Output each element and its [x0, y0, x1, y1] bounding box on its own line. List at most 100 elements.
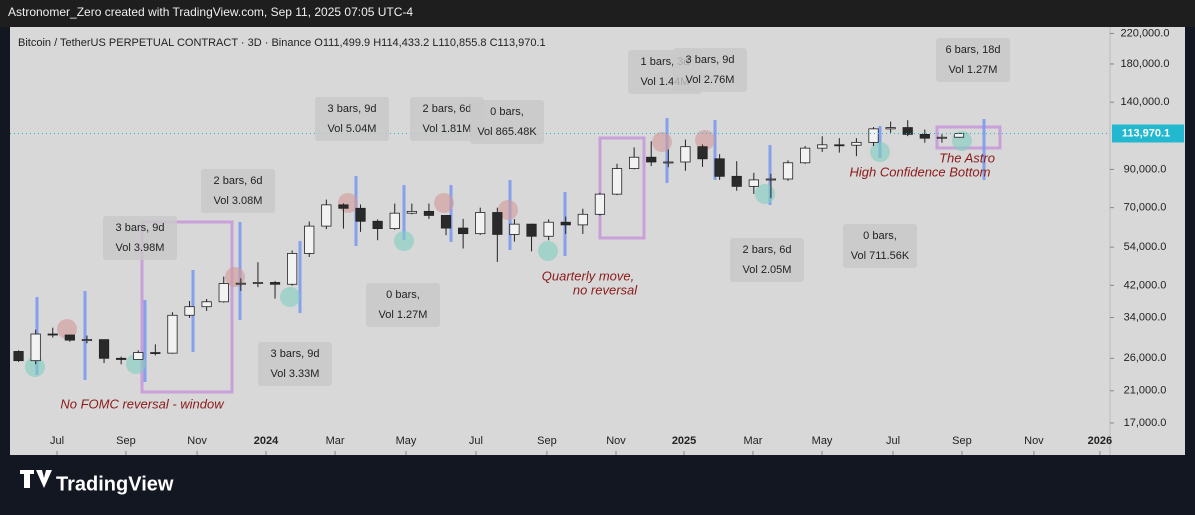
candle-body: [919, 133, 930, 139]
candle-body: [218, 283, 229, 303]
volume-label: Vol 1.27M: [379, 309, 428, 321]
candle-body: [440, 215, 452, 229]
candle-body: [423, 210, 435, 216]
candle-body: [492, 212, 503, 235]
x-tick-label: Sep: [537, 435, 557, 447]
annotation: no reversal: [573, 282, 638, 297]
bar-count-label: 3 bars, 9d: [271, 348, 320, 360]
bar-count-label: 2 bars, 6d: [214, 175, 263, 187]
x-tick-label: 2026: [1088, 435, 1112, 447]
bar-count-label: 2 bars, 6d: [743, 244, 792, 256]
symbol-info: Bitcoin / TetherUS PERPETUAL CONTRACT · …: [18, 37, 546, 49]
annotation: No FOMC reversal - window: [60, 396, 225, 411]
candle-body: [782, 162, 794, 180]
last-price-label: 113,970.1: [1122, 127, 1170, 139]
candle-body: [731, 175, 742, 187]
y-tick-label: 54,000.0: [1124, 241, 1167, 253]
candle-body: [98, 339, 110, 359]
annotation: High Confidence Bottom: [850, 164, 991, 179]
volume-label: Vol 3.08M: [214, 195, 263, 207]
x-tick-label: Nov: [1024, 435, 1044, 447]
candle-body: [389, 212, 400, 229]
candle-body: [509, 223, 520, 235]
volume-label: Vol 1.81M: [423, 123, 472, 135]
x-tick-label: Sep: [116, 435, 136, 447]
x-tick-label: May: [812, 435, 833, 447]
candle-body: [372, 220, 383, 229]
candle-body: [748, 179, 759, 187]
candle-body: [184, 306, 195, 316]
chart-area: [10, 27, 1185, 455]
candle-body: [629, 156, 640, 169]
highlight-box: [140, 220, 234, 394]
signal-dot: [870, 142, 890, 162]
y-tick-label: 17,000.0: [1124, 417, 1167, 429]
highlight-box: [598, 136, 646, 240]
candle-body: [594, 193, 606, 215]
candle-body: [458, 227, 469, 235]
annotation: The Astro: [939, 150, 995, 165]
candle-body: [304, 225, 315, 254]
signal-dot: [498, 200, 518, 220]
signal-dot: [25, 357, 45, 377]
candle-body: [47, 333, 58, 336]
x-tick-label: Jul: [50, 435, 64, 447]
x-tick-label: Jul: [469, 435, 483, 447]
signal-dot: [394, 231, 414, 251]
candle-body: [611, 168, 623, 195]
candle-body: [834, 144, 845, 147]
candle-body: [150, 352, 161, 354]
bar-count-label: 0 bars,: [490, 106, 524, 118]
candle-body: [406, 210, 417, 214]
candle-body: [64, 334, 75, 341]
candle-body: [868, 128, 879, 143]
bar-count-label: 3 bars, 9d: [116, 222, 165, 234]
bar-count-label: 3 bars, 9d: [328, 103, 377, 115]
y-tick-label: 220,000.0: [1121, 27, 1170, 39]
candle-body: [355, 207, 366, 222]
signal-dot: [225, 267, 245, 287]
candle-body: [953, 133, 965, 138]
label-box: [201, 169, 275, 213]
label-box: [936, 38, 1010, 82]
candle-body: [81, 339, 93, 342]
bar-count-label: 6 bars, 18d: [945, 44, 1000, 56]
y-tick-label: 70,000.0: [1124, 202, 1167, 214]
volume-label: Vol 865.48K: [477, 126, 537, 138]
signal-dot: [280, 287, 300, 307]
volume-label: Vol 2.05M: [743, 264, 792, 276]
volume-label: Vol 5.04M: [328, 123, 377, 135]
candle-body: [680, 146, 691, 163]
candle-body: [885, 127, 896, 130]
label-box: [470, 100, 544, 144]
candle-body: [560, 221, 571, 226]
last-price-box: [1112, 124, 1184, 143]
signal-dot: [434, 193, 454, 213]
volume-label: Vol 3.98M: [116, 242, 165, 254]
signal-dot: [652, 132, 672, 152]
candle-body: [817, 144, 828, 149]
candle-body: [235, 282, 246, 285]
volume-label: Vol 3.33M: [271, 368, 320, 380]
bar-count-label: 0 bars,: [386, 289, 420, 301]
candle-body: [30, 333, 41, 362]
candle-body: [116, 357, 127, 360]
label-box: [315, 97, 389, 141]
candle-body: [800, 147, 811, 164]
y-tick-label: 21,000.0: [1124, 385, 1167, 397]
top-bar: [0, 0, 1195, 27]
y-tick-label: 34,000.0: [1124, 311, 1167, 323]
candle-body: [577, 213, 588, 226]
signal-dot: [755, 184, 775, 204]
signal-dot: [338, 193, 358, 213]
y-tick-label: 180,000.0: [1121, 58, 1170, 70]
signal-dot: [538, 241, 558, 261]
label-box: [673, 48, 747, 92]
label-box: [843, 224, 917, 268]
x-tick-label: Nov: [187, 435, 207, 447]
candle-body: [936, 136, 948, 139]
candle-body: [13, 351, 24, 362]
y-tick-label: 42,000.0: [1124, 279, 1167, 291]
candle-body: [201, 301, 212, 308]
